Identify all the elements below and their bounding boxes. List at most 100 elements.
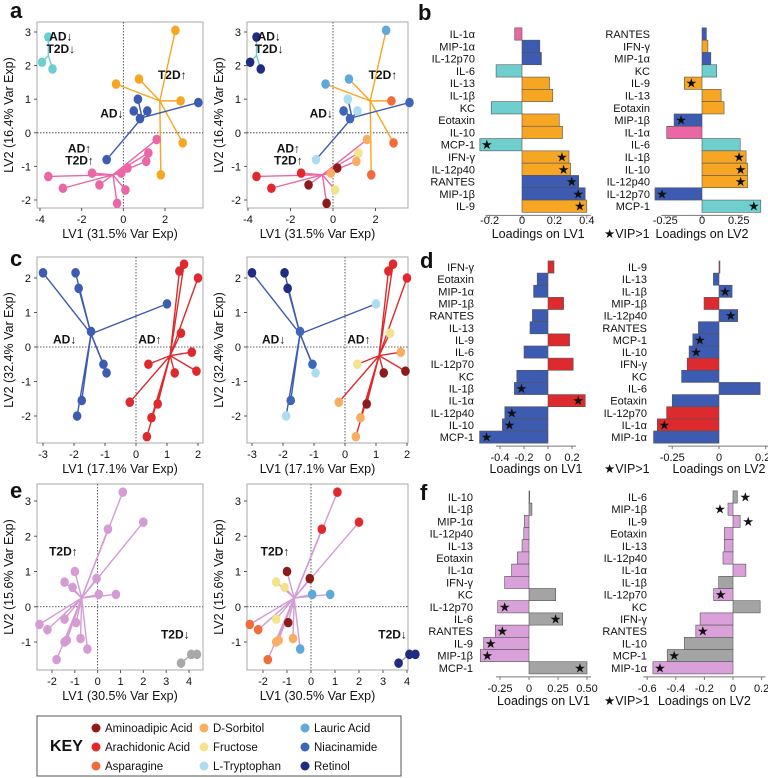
vip-star-icon: ★ — [735, 162, 747, 177]
x-axis-label: LV1 (17.1% Var Exp) — [62, 462, 178, 476]
cluster-link — [62, 174, 114, 189]
data-point — [274, 635, 283, 646]
data-point — [118, 487, 128, 497]
data-point — [388, 259, 398, 270]
cluster-link — [249, 597, 295, 625]
y-tick-label: 2 — [25, 61, 31, 73]
cytokine-label: Eotaxin — [437, 274, 474, 286]
x-tick-label: 2 — [372, 214, 378, 226]
data-point — [102, 368, 111, 378]
panel-letter: a — [10, 0, 23, 23]
data-point — [402, 273, 412, 283]
vip-star-icon: ★ — [499, 599, 511, 614]
group-annotation: T2D↓ — [46, 42, 75, 56]
vip-star-icon: ★ — [481, 430, 493, 445]
group-annotation: AD↑ — [347, 333, 370, 347]
vip-star-icon: ★ — [550, 612, 562, 627]
y-tick-label: 0 — [235, 128, 241, 140]
vip-legend: ★VIP>1 — [604, 462, 650, 476]
x-tick-label: 2 — [140, 676, 146, 688]
data-point — [134, 74, 144, 84]
y-tick-label: 1 — [235, 308, 241, 320]
loading-bar — [718, 260, 721, 274]
loading-bar — [523, 345, 549, 359]
loading-bar — [732, 600, 761, 614]
y-tick-label: -1 — [21, 637, 31, 649]
data-point — [112, 198, 122, 209]
cluster-link — [55, 597, 83, 660]
vip-star-icon: ★ — [715, 587, 727, 602]
group-annotation: T2D↑ — [261, 545, 290, 559]
cytokine-label: IL-9 — [454, 638, 473, 650]
data-point — [354, 517, 364, 527]
x-tick-label: 0 — [699, 215, 705, 227]
vip-star-icon: ★ — [658, 417, 670, 432]
data-point — [176, 96, 185, 106]
x-axis-label: Loadings on LV2 — [673, 462, 766, 476]
cytokine-label: RANTES — [428, 626, 473, 638]
x-tick-label: 0 — [133, 449, 139, 461]
data-point — [60, 577, 69, 587]
data-point — [71, 268, 80, 278]
data-point — [252, 32, 261, 42]
cytokine-label: IL-10 — [625, 164, 650, 176]
cytokine-label: KC — [458, 590, 473, 602]
vip-star-icon: ★ — [694, 332, 706, 347]
cytokine-label: IFN-γ — [623, 41, 650, 53]
loading-bar — [533, 284, 549, 298]
data-point — [176, 658, 186, 668]
loading-bar — [521, 89, 554, 102]
x-tick-label: 4 — [186, 676, 192, 688]
vip-legend: ★VIP>1 — [604, 694, 650, 708]
vip-star-icon: ★ — [690, 345, 702, 360]
x-axis-label: LV1 (30.5% Var Exp) — [62, 689, 178, 703]
cytokine-label: IL-12p40 — [432, 164, 475, 176]
cytokine-label: IL-6 — [628, 384, 647, 396]
pls-da-scores-plot-a-1: -4 -2 0 2 -2 -1 0 1 2 3 LV1 (31.5% Var Exp) LV2 (16… — [2, 21, 204, 241]
group-annotation: AD↑ — [277, 141, 300, 155]
data-point — [135, 113, 145, 124]
vip-star-icon: ★ — [739, 490, 751, 505]
loading-bar — [521, 199, 588, 213]
data-point — [381, 25, 391, 36]
cluster-link — [369, 30, 387, 102]
x-tick-label: -2 — [278, 449, 288, 461]
data-point — [38, 268, 48, 278]
data-point — [76, 633, 85, 644]
x-tick-label: -0.25 — [660, 452, 685, 464]
x-tick-label: 0 — [342, 449, 348, 461]
vip-star-icon: ★ — [481, 648, 493, 663]
data-point — [125, 397, 135, 408]
x-tick-label: -4 — [35, 214, 45, 226]
vip-star-icon: ★ — [556, 150, 568, 165]
loading-bar — [528, 490, 530, 504]
x-axis-label: LV1 (30.5% Var Exp) — [260, 689, 376, 703]
x-tick-label: -3 — [38, 449, 48, 461]
data-point — [263, 654, 273, 665]
cytokine-label: Eotaxin — [613, 103, 650, 115]
vip-star-icon: ★ — [656, 186, 668, 201]
cluster-link — [378, 355, 406, 372]
cytokine-label: IL-6 — [631, 140, 650, 152]
y-tick-label: 1 — [235, 94, 241, 106]
cytokine-label: MIP-1β — [439, 189, 475, 201]
cluster-link — [348, 78, 371, 102]
vip-star-icon: ★ — [574, 660, 586, 675]
key-swatch — [91, 761, 101, 771]
cluster-link — [293, 528, 323, 599]
data-point — [147, 412, 156, 423]
loading-bar — [479, 649, 530, 662]
loading-bar — [701, 64, 717, 78]
cytokine-label: IL-13 — [622, 274, 647, 286]
data-point — [99, 359, 108, 370]
cytokine-label: IL-9 — [456, 201, 475, 213]
data-point — [332, 163, 342, 173]
vip-star-icon: ★ — [725, 308, 737, 323]
group-annotation: T2D↑ — [49, 545, 78, 559]
cytokine-label: IL-12p40 — [604, 553, 647, 565]
data-point — [339, 106, 348, 116]
data-point — [44, 171, 53, 182]
data-point — [162, 299, 172, 309]
x-tick-label: 2 — [404, 449, 410, 461]
x-tick-label: -0.4 — [491, 452, 510, 464]
